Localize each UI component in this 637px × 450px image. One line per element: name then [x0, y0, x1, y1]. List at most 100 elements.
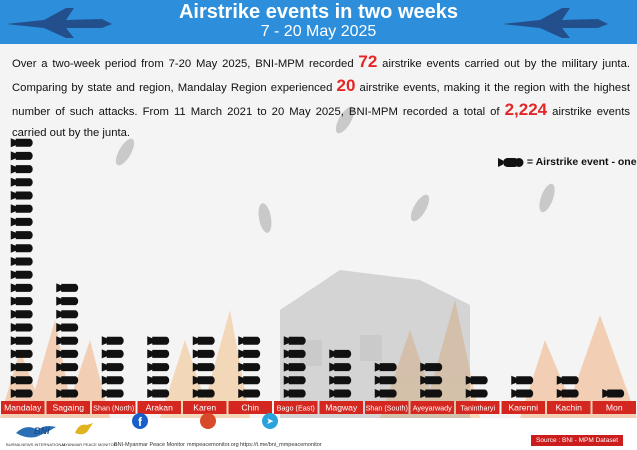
bomb-icon: [238, 362, 261, 372]
bomb-icon: [101, 349, 124, 359]
facebook-link[interactable]: BNI-Myanmar Peace Monitor: [114, 442, 185, 448]
bomb-icon: [101, 336, 124, 346]
bomb-icon: [10, 323, 33, 332]
legend-label: = Airstrike event - one: [526, 156, 637, 168]
bomb-icon: [147, 362, 170, 372]
bar-magway: [329, 349, 352, 398]
category-label-bg: [92, 401, 136, 414]
bomb-icon: [10, 349, 33, 359]
bar-shan-north: [101, 336, 124, 398]
category-label-bg: [501, 401, 545, 414]
bomb-icon: [56, 389, 79, 398]
bar-chin: [238, 336, 261, 398]
category-label: Kachin: [556, 403, 582, 413]
intro-paragraph: Over a two-week period from 7-20 May 202…: [12, 51, 630, 144]
peace-dove-icon: [75, 423, 93, 435]
bomb-icon: [192, 389, 215, 398]
category-label-bg: [592, 401, 636, 414]
bomb-icon: [602, 389, 625, 398]
bomb-icon: [329, 389, 352, 398]
category-label: Bago (East): [277, 404, 315, 413]
category-label-bg: [183, 401, 227, 414]
category-label: Sagaing: [52, 403, 84, 413]
bomb-icon: [10, 309, 33, 319]
category-label-bg: [228, 401, 272, 414]
category-label-bg: [365, 401, 409, 414]
bomb-icon: [192, 362, 215, 372]
bomb-icon: [10, 177, 33, 187]
bomb-icon: [238, 349, 261, 359]
telegram-link[interactable]: https://t.me/bni_mmpeacemonitor: [240, 442, 322, 448]
bar-karenni: [511, 375, 534, 398]
intro-text: airstrike events carried out by the mili…: [12, 58, 630, 94]
category-label-bg: [410, 401, 454, 414]
bomb-icon: [420, 375, 443, 385]
bomb-icon: [283, 362, 306, 372]
bomb-icon: [374, 389, 397, 398]
bar-shan-south: [374, 362, 397, 398]
highlight-period-total: 72: [358, 52, 378, 71]
basketball-web-icon[interactable]: [200, 413, 216, 429]
fighter-jet-icon: [6, 8, 112, 38]
bomb-icon: [374, 362, 397, 372]
bar-karen: [192, 336, 215, 398]
bomb-icon: [374, 375, 397, 385]
bomb-icon: [498, 157, 524, 167]
bomb-icon: [10, 164, 33, 174]
bomb-icon: [283, 375, 306, 385]
bomb-icon: [10, 230, 33, 240]
bomb-icon: [465, 375, 488, 385]
category-label: Shan (North): [93, 404, 134, 413]
bni-logo-text: BNI: [34, 426, 50, 436]
intro-text: airstrike events carried out by the junt…: [12, 106, 631, 139]
bar-mandalay: [10, 138, 33, 398]
intro-text: Over a two-week period from 7-20 May 202…: [12, 58, 359, 70]
footer: BNI BURMA NEWS INTERNATIONAL MYANMAR PEA…: [0, 413, 637, 450]
bomb-icon: [101, 375, 124, 385]
category-label-bg: [1, 401, 45, 414]
header-banner: Airstrike events in two weeks 7 - 20 May…: [0, 0, 637, 44]
bomb-icon: [56, 283, 79, 293]
bomb-icon: [101, 362, 124, 372]
bomb-icon: [10, 217, 33, 227]
bomb-icon: [101, 389, 124, 398]
bomb-icon: [192, 349, 215, 359]
page-title: Airstrike events in two weeks: [178, 1, 458, 23]
bomb-icon: [465, 389, 488, 398]
bomb-icon: [56, 323, 79, 332]
bomb-icon: [192, 375, 215, 385]
highlight-all-time-total: 2,224: [504, 100, 548, 119]
bomb-icon: [420, 362, 443, 372]
category-label: Mandalay: [4, 403, 42, 413]
bomb-icon: [10, 257, 33, 266]
bomb-icon: [56, 375, 79, 385]
bomb-icon: [329, 375, 352, 385]
category-label: Mon: [606, 403, 623, 413]
bomb-icon: [56, 349, 79, 359]
telegram-icon[interactable]: ➤: [262, 413, 278, 429]
bar-sagaing: [56, 283, 79, 398]
category-label-bg: [547, 401, 591, 414]
bni-org-name: BURMA NEWS INTERNATIONAL: [6, 442, 67, 447]
bar-tanintharyi: [465, 375, 488, 398]
bomb-icon: [56, 309, 79, 319]
bomb-icon: [511, 389, 534, 398]
category-label-bg: [319, 401, 363, 414]
website-link[interactable]: mmpeacemonitor.org: [187, 442, 239, 448]
bomb-icon: [10, 151, 33, 161]
category-label: Chin: [241, 403, 259, 413]
bomb-icon: [329, 362, 352, 372]
intro-text: airstrike events, making it the region w…: [12, 82, 630, 118]
bomb-icon: [10, 389, 33, 398]
bni-logo-icon: [16, 426, 56, 438]
mpm-org-name: MYANMAR PEACE MONITOR: [62, 442, 117, 447]
category-label-bg: [137, 401, 181, 414]
bomb-icon: [283, 336, 306, 346]
facebook-icon[interactable]: f: [132, 413, 148, 429]
bar-ayeyarwady: [420, 362, 443, 398]
category-label-bg: [46, 401, 90, 414]
bomb-icon: [10, 283, 33, 293]
bomb-icon: [147, 375, 170, 385]
category-label-bg: [274, 401, 318, 414]
fighter-jet-icon: [502, 8, 608, 38]
